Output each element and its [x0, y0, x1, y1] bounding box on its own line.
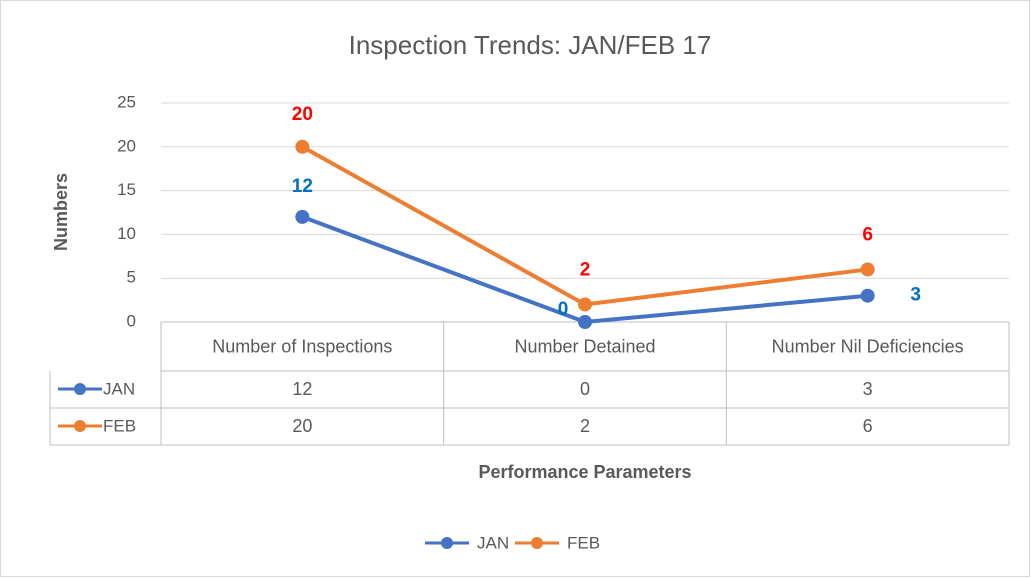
- y-tick-label: 20: [117, 136, 136, 155]
- table-header: Number of Inspections: [212, 336, 392, 356]
- data-label: 3: [910, 285, 921, 306]
- table-cell: 3: [863, 379, 873, 399]
- legend-marker: [441, 537, 453, 549]
- data-label: 0: [558, 299, 569, 320]
- marker: [295, 209, 310, 224]
- legend-marker: [74, 383, 86, 395]
- marker: [295, 139, 310, 154]
- y-tick-label: 15: [117, 180, 136, 199]
- y-tick-label: 10: [117, 224, 136, 243]
- legend-label: FEB: [567, 533, 600, 552]
- table-header: Number Detained: [514, 336, 655, 356]
- legend-marker: [74, 420, 86, 432]
- y-tick-label: 0: [127, 311, 136, 330]
- table-cell: 0: [580, 379, 590, 399]
- marker: [578, 315, 592, 329]
- table-cell: 2: [580, 416, 590, 436]
- y-axis-title: Numbers: [51, 173, 71, 251]
- data-label: 6: [862, 224, 873, 245]
- chart-title: Inspection Trends: JAN/FEB 17: [349, 30, 712, 60]
- table-cell: 12: [292, 379, 312, 399]
- data-label: 20: [292, 104, 313, 125]
- table-header: Number Nil Deficiencies: [772, 336, 964, 356]
- marker: [860, 262, 875, 277]
- table-series-name: FEB: [103, 416, 136, 435]
- y-tick-label: 5: [127, 268, 136, 287]
- data-label: 2: [580, 259, 591, 280]
- y-tick-label: 25: [117, 92, 136, 111]
- data-label: 12: [292, 176, 313, 197]
- table-cell: 6: [863, 416, 873, 436]
- legend-label: JAN: [477, 533, 509, 552]
- marker: [860, 288, 875, 303]
- table-series-name: JAN: [103, 379, 135, 398]
- table-cell: 20: [292, 416, 312, 436]
- legend-marker: [531, 537, 543, 549]
- x-axis-title: Performance Parameters: [478, 462, 691, 482]
- marker: [578, 297, 592, 312]
